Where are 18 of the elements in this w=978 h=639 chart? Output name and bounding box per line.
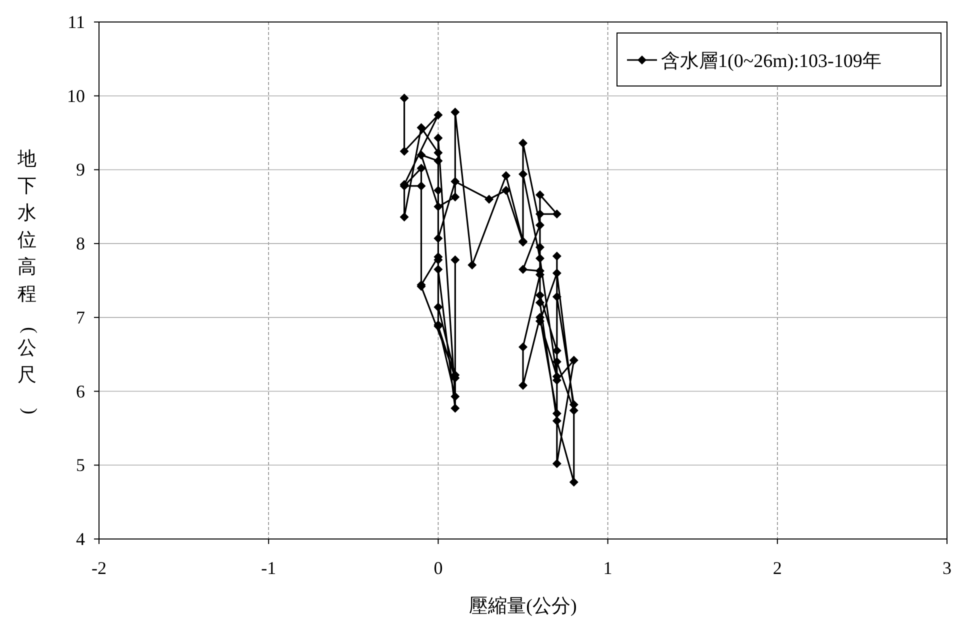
x-tick-label: 2 <box>772 558 782 578</box>
y-tick-label: 10 <box>67 86 85 106</box>
x-tick-label: 0 <box>434 558 443 578</box>
x-tick-label: 3 <box>942 558 952 578</box>
x-axis-title: 壓縮量(公分) <box>469 596 577 617</box>
y-tick-label: 11 <box>68 12 85 32</box>
x-tick-label: 1 <box>603 558 612 578</box>
x-tick-label: -1 <box>261 558 276 578</box>
x-tick-label: -2 <box>92 558 106 578</box>
y-tick-label: 4 <box>76 529 85 549</box>
y-tick-label: 7 <box>76 307 85 328</box>
legend: 含水層1(0~26m):103-109年 <box>616 32 942 86</box>
y-tick-label: 9 <box>76 160 85 180</box>
y-tick-label: 6 <box>76 381 85 402</box>
y-tick-label: 5 <box>76 455 85 476</box>
text: 地下水位高程(公尺) <box>18 149 40 414</box>
y-tick-label: 8 <box>76 234 85 254</box>
legend-label: 含水層1(0~26m):103-109年 <box>661 51 882 72</box>
